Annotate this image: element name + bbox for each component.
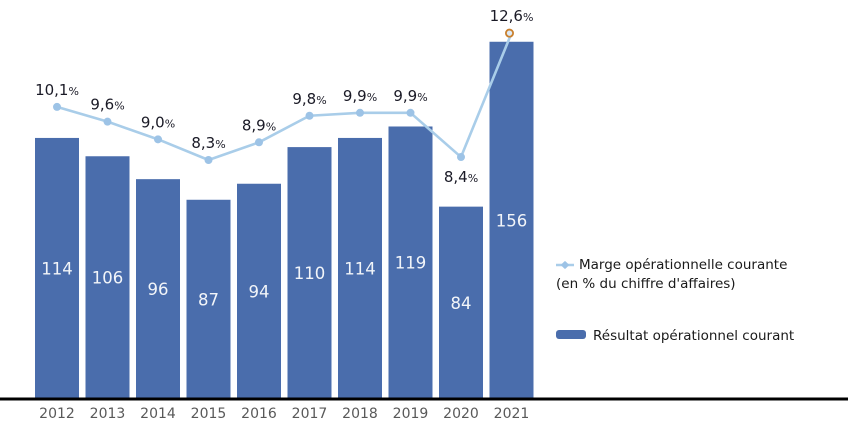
chart-legend: Marge opérationnelle courante (en % du c… (556, 256, 850, 346)
pct-label-2017: 9,8% (292, 90, 326, 108)
marker-2012 (53, 102, 61, 111)
pct-label-2013: 9,6% (90, 96, 124, 114)
bar-value-2015: 87 (198, 290, 219, 309)
bar-2017 (287, 147, 332, 399)
pct-label-2012: 10,1% (35, 81, 79, 99)
year-label-2012: 2012 (39, 406, 75, 422)
marker-2017 (305, 111, 314, 120)
bar-2012 (35, 137, 79, 399)
bar-value-2017: 110 (294, 264, 326, 283)
bar-2013 (85, 156, 130, 399)
pct-label-2020: 8,4% (444, 168, 478, 186)
year-label-2017: 2017 (292, 406, 328, 422)
bar-2015 (186, 199, 231, 399)
bar-value-2012: 114 (41, 259, 73, 278)
year-label-2019: 2019 (393, 406, 429, 422)
marker-2014 (154, 135, 162, 144)
year-label-2016: 2016 (241, 406, 277, 422)
pct-label-2019: 9,9% (393, 87, 427, 105)
year-label-2020: 2020 (443, 406, 479, 422)
marker-2020 (457, 153, 465, 162)
pct-label-2014: 9,0% (141, 113, 175, 131)
bar-value-2016: 94 (249, 282, 270, 301)
bar-2019 (388, 126, 433, 400)
pct-label-2015: 8,3% (191, 134, 225, 152)
bar-2016 (237, 183, 281, 399)
bar-2014 (136, 179, 180, 399)
year-label-2015: 2015 (191, 406, 227, 422)
marker-2013 (103, 117, 112, 126)
bar-2018 (338, 137, 382, 399)
pct-label-2021: 12,6% (490, 7, 534, 25)
year-label-2018: 2018 (342, 406, 378, 422)
legend-item-marge: Marge opérationnelle courante (en % du c… (556, 256, 850, 294)
legend-item-resultat: Résultat opérationnel courant (556, 327, 850, 346)
bar-series-legend-icon (556, 330, 586, 340)
year-label-2021: 2021 (494, 406, 530, 422)
marker-2015 (204, 156, 213, 164)
year-label-2013: 2013 (90, 406, 126, 422)
bar-2021 (489, 41, 534, 399)
bar-2020 (439, 206, 483, 399)
marker-2019 (406, 108, 415, 117)
year-label-2014: 2014 (140, 406, 176, 422)
legend-label-marge-line2: (en % du chiffre d'affaires) (556, 276, 736, 293)
marker-2016 (255, 138, 263, 147)
bar-value-2014: 96 (148, 280, 169, 299)
bar-value-2018: 114 (344, 259, 376, 278)
bar-value-2021: 156 (496, 211, 528, 230)
margin-line (55, 31, 513, 162)
line-series-legend-icon (556, 261, 574, 269)
bar-value-2013: 106 (92, 269, 124, 288)
legend-label-resultat: Résultat opérationnel courant (593, 328, 795, 345)
pct-label-2018: 9,9% (343, 87, 377, 105)
legend-label-marge-line1: Marge opérationnelle courante (579, 257, 788, 273)
pct-label-2016: 8,9% (242, 116, 276, 134)
marker-2021 (504, 28, 514, 38)
bar-value-2019: 119 (395, 254, 427, 273)
bar-value-2020: 84 (451, 294, 472, 313)
marker-2018 (356, 108, 364, 117)
